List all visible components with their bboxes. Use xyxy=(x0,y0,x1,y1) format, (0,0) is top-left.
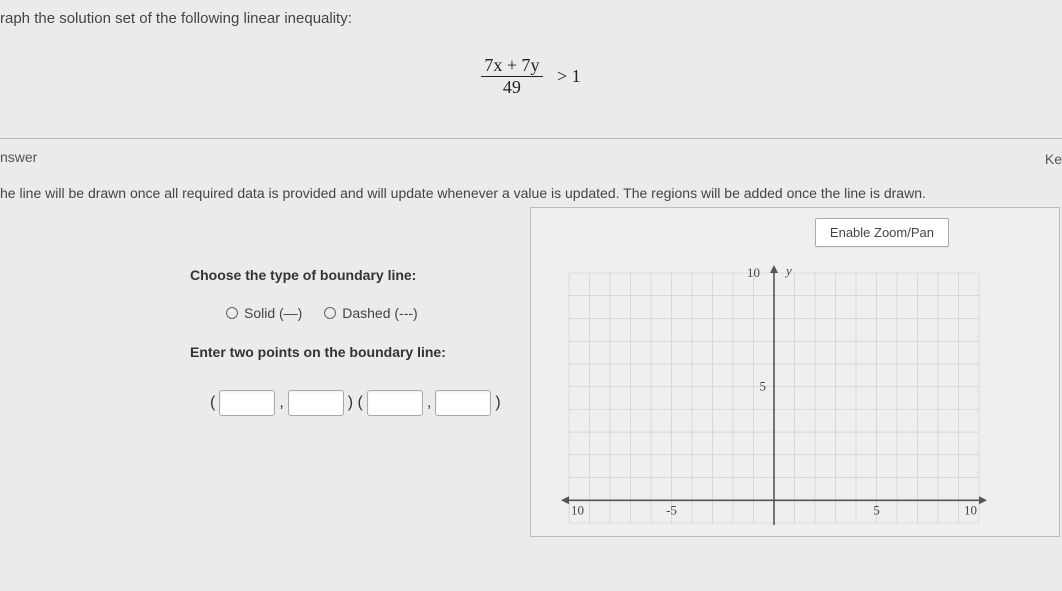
point1-x-input[interactable] xyxy=(219,390,275,416)
points-input-row: ( , ) ( , ) xyxy=(210,390,530,416)
svg-text:-5: -5 xyxy=(666,502,677,517)
svg-text:5: 5 xyxy=(760,379,767,394)
dashed-radio-label: Dashed (---) xyxy=(342,305,417,321)
graph-panel: Enable Zoom/Pan 10-5510105yx xyxy=(530,207,1060,537)
svg-text:5: 5 xyxy=(873,502,880,517)
formula-denominator: 49 xyxy=(481,77,542,98)
svg-text:10: 10 xyxy=(571,502,584,517)
hint-text: he line will be drawn once all required … xyxy=(0,171,1062,207)
solid-radio[interactable]: Solid (—) xyxy=(226,305,302,321)
comma: , xyxy=(427,394,431,412)
comma: , xyxy=(279,394,283,412)
inequality-formula: 7x + 7y 49 > 1 xyxy=(0,55,1062,98)
question-instruction: raph the solution set of the following l… xyxy=(0,10,1062,27)
svg-text:10: 10 xyxy=(747,265,760,280)
coordinate-graph[interactable]: 10-5510105yx xyxy=(559,263,989,533)
radio-icon xyxy=(226,307,238,319)
point1-y-input[interactable] xyxy=(288,390,344,416)
paren-close: ) ( xyxy=(348,394,363,412)
radio-icon xyxy=(324,307,336,319)
points-title: Enter two points on the boundary line: xyxy=(190,344,530,360)
paren-close: ) xyxy=(495,394,500,412)
boundary-line-title: Choose the type of boundary line: xyxy=(190,267,530,283)
solid-radio-label: Solid (—) xyxy=(244,305,302,321)
paren-open: ( xyxy=(210,394,215,412)
answer-heading: nswer xyxy=(0,149,37,165)
point2-y-input[interactable] xyxy=(435,390,491,416)
enable-zoom-button[interactable]: Enable Zoom/Pan xyxy=(815,218,949,247)
svg-text:y: y xyxy=(784,263,792,278)
dashed-radio[interactable]: Dashed (---) xyxy=(324,305,417,321)
formula-numerator: 7x + 7y xyxy=(481,55,542,77)
formula-relation: > 1 xyxy=(557,66,581,87)
svg-text:10: 10 xyxy=(964,502,977,517)
point2-x-input[interactable] xyxy=(367,390,423,416)
ke-label: Ke xyxy=(1045,151,1062,167)
